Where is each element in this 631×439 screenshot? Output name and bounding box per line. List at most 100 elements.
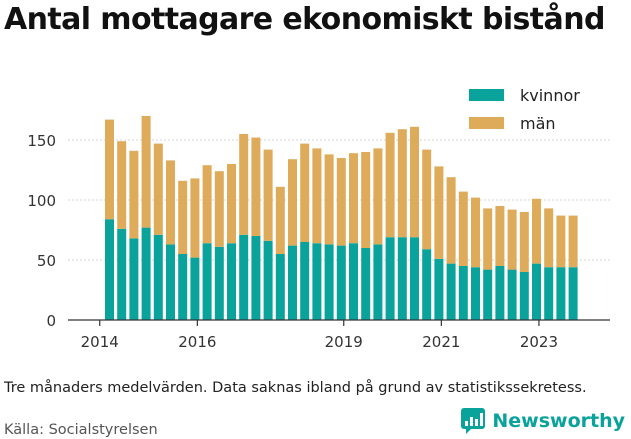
bar-kvinnor-14: [275, 254, 285, 320]
bar-kvinnor-9: [214, 246, 224, 320]
bar-kvinnor-17: [312, 243, 322, 320]
source-credit: Källa: Socialstyrelsen: [4, 422, 158, 438]
bar-man-1: [117, 141, 127, 229]
bar-kvinnor-7: [190, 257, 200, 320]
bar-man-28: [446, 177, 456, 264]
bar-kvinnor-27: [434, 258, 444, 320]
bar-kvinnor-21: [361, 248, 371, 320]
legend-swatch-kvinnor: [469, 89, 504, 101]
bar-man-13: [263, 149, 273, 241]
bar-man-12: [251, 137, 261, 236]
bar-kvinnor-1: [117, 228, 127, 320]
newsworthy-brand[interactable]: Newsworthy: [460, 407, 625, 435]
bar-man-26: [422, 149, 432, 250]
newsworthy-logo-icon: [461, 408, 486, 434]
stacked-bar-chart: 0 50 100 150 2014 2016 2019 2021 2023 kvinnor mä…: [27, 86, 610, 351]
bar-man-24: [397, 129, 407, 238]
x-tick-label-2021: 2021: [422, 333, 460, 351]
bar-kvinnor-5: [166, 244, 175, 320]
bar-man-35: [532, 198, 541, 264]
bar-kvinnor-18: [324, 244, 334, 320]
legend-label-man: män: [520, 114, 556, 133]
y-tick-label-150: 150: [27, 132, 56, 150]
bar-kvinnor-35: [532, 263, 541, 320]
bar-kvinnor-33: [507, 269, 517, 320]
bar-man-25: [410, 126, 419, 238]
bar-man-22: [373, 148, 383, 245]
bar-man-37: [556, 215, 566, 268]
bar-man-8: [202, 165, 212, 244]
bar-man-33: [507, 209, 517, 270]
bar-kvinnor-22: [373, 244, 383, 320]
bar-kvinnor-4: [153, 234, 163, 320]
bar-kvinnor-6: [178, 254, 188, 320]
bar-man-38: [568, 215, 578, 268]
bar-man-14: [275, 186, 285, 254]
bar-man-27: [434, 166, 444, 259]
chart-title: Antal mottagare ekonomiskt bistånd: [4, 2, 605, 37]
bar-kvinnor-13: [263, 240, 273, 320]
bar-man-3: [141, 116, 151, 228]
bar-man-19: [336, 158, 346, 246]
brand-name: Newsworthy: [492, 410, 625, 432]
bar-kvinnor-36: [544, 267, 554, 320]
chart-note: Tre månaders medelvärden. Data saknas ib…: [4, 380, 587, 396]
bar-kvinnor-31: [483, 269, 493, 320]
x-tick-label-2023: 2023: [520, 333, 558, 351]
bar-kvinnor-38: [568, 267, 578, 320]
bar-kvinnor-29: [458, 266, 468, 320]
bar-kvinnor-26: [422, 249, 432, 320]
bar-kvinnor-24: [397, 237, 407, 320]
bar-man-18: [324, 154, 334, 245]
bar-man-6: [178, 180, 188, 254]
bar-kvinnor-19: [336, 245, 346, 320]
bar-man-11: [239, 134, 249, 235]
bar-kvinnor-32: [495, 266, 505, 320]
bar-kvinnor-20: [349, 243, 358, 320]
x-tick-label-2014: 2014: [81, 333, 119, 351]
bar-man-5: [166, 160, 175, 245]
bar-kvinnor-16: [300, 242, 310, 320]
bar-man-34: [519, 212, 529, 272]
bar-kvinnor-11: [239, 234, 249, 320]
x-tick-label-2016: 2016: [178, 333, 216, 351]
bar-man-29: [458, 191, 468, 266]
legend-swatch-man: [469, 117, 504, 129]
bar-man-20: [349, 153, 358, 244]
bar-kvinnor-0: [105, 219, 114, 320]
bar-man-32: [495, 206, 505, 266]
bar-man-31: [483, 208, 493, 270]
bar-man-30: [471, 197, 480, 268]
y-tick-label-0: 0: [46, 312, 56, 330]
bar-man-23: [385, 132, 395, 238]
bar-kvinnor-25: [410, 237, 419, 320]
legend-label-kvinnor: kvinnor: [520, 86, 580, 105]
bar-kvinnor-34: [519, 272, 529, 320]
bar-man-36: [544, 208, 554, 268]
legend: kvinnor män: [469, 86, 580, 133]
bar-kvinnor-2: [129, 238, 139, 320]
bar-kvinnor-10: [227, 243, 236, 320]
y-tick-label-100: 100: [27, 192, 56, 210]
bar-man-9: [214, 171, 224, 247]
bar-man-15: [288, 159, 297, 246]
bars: [105, 116, 578, 320]
bar-man-10: [227, 164, 236, 244]
bar-kvinnor-37: [556, 267, 566, 320]
y-tick-label-50: 50: [37, 252, 56, 270]
bar-kvinnor-23: [385, 237, 395, 320]
bar-man-17: [312, 148, 322, 244]
bar-kvinnor-30: [471, 267, 480, 320]
bar-kvinnor-12: [251, 236, 261, 320]
bar-kvinnor-28: [446, 263, 456, 320]
bar-man-4: [153, 143, 163, 235]
bar-kvinnor-15: [288, 245, 297, 320]
bar-kvinnor-8: [202, 243, 212, 320]
bar-man-16: [300, 143, 310, 242]
bar-man-7: [190, 178, 200, 258]
bar-man-0: [105, 119, 114, 220]
bar-man-2: [129, 150, 139, 239]
bar-kvinnor-3: [141, 227, 151, 320]
axes: 0 50 100 150 2014 2016 2019 2021 2023: [27, 132, 610, 351]
x-tick-label-2019: 2019: [325, 333, 363, 351]
